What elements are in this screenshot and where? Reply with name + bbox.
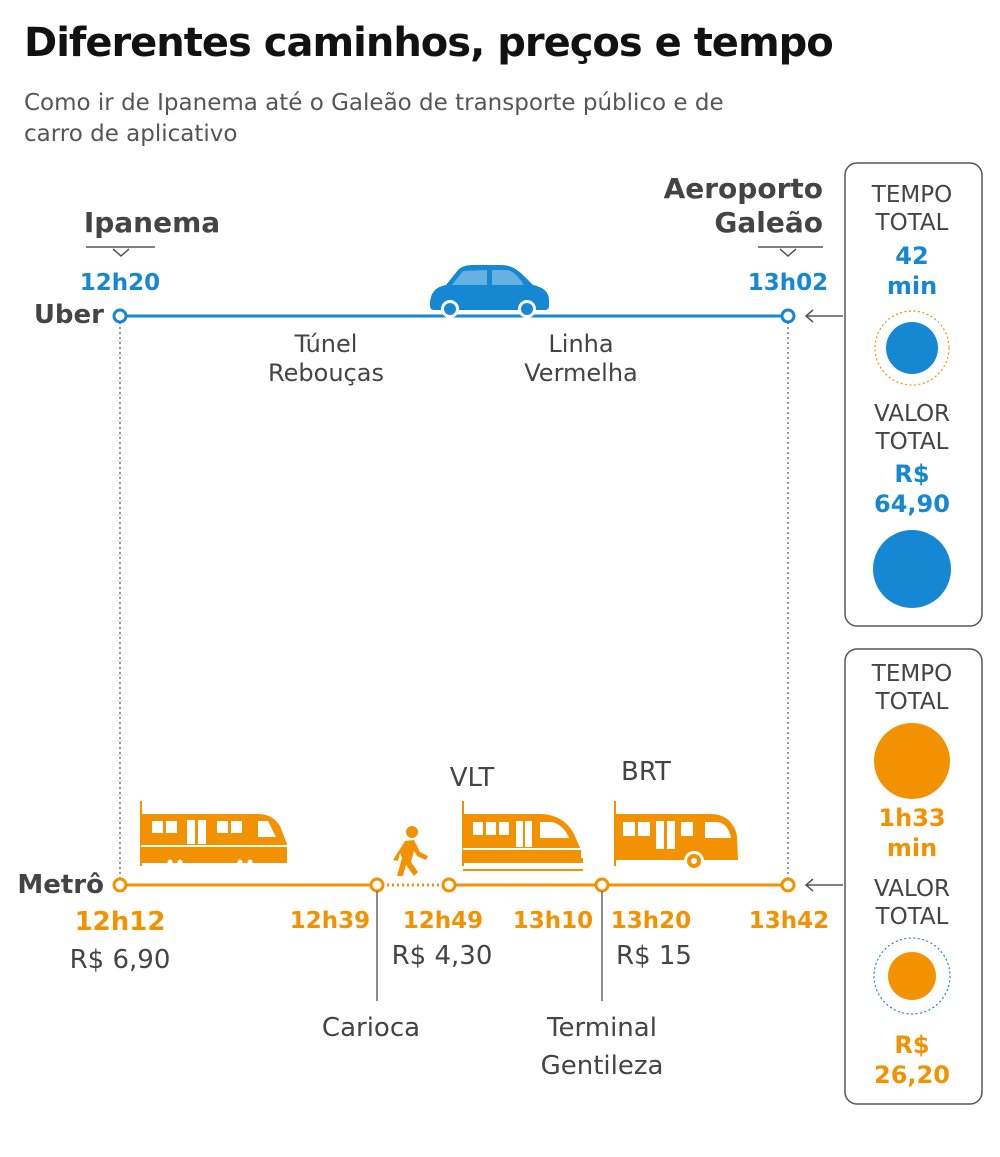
- metro-time-value-line1: 1h33: [878, 804, 945, 832]
- metro-value-circle: [888, 952, 936, 1000]
- destination-pointer: [779, 248, 797, 257]
- uber-label: Uber: [34, 300, 104, 330]
- road2-label-line2: Vermelha: [524, 359, 638, 387]
- metro-node-terminal: [594, 877, 610, 893]
- metro-node-galeao: [780, 877, 796, 893]
- uber-time-reference-circle: [874, 310, 950, 386]
- uber-value-circle: [873, 530, 951, 608]
- uber-value-title-line1: VALOR: [874, 401, 950, 427]
- metro-node-ipanema: [112, 877, 128, 893]
- vlt-price: R$ 4,30: [392, 941, 493, 971]
- metro-time-title-line1: TEMPO: [871, 661, 952, 687]
- uber-value-value-line2: 64,90: [874, 490, 950, 518]
- vlt-node-start: [441, 877, 457, 893]
- metro-value-value-line1: R$: [894, 1031, 929, 1059]
- stop-terminal-label-line1: Terminal: [546, 1013, 657, 1043]
- metro-summary-box: TEMPO TOTAL 1h33 min VALOR TOTAL R$ 26,2…: [844, 648, 983, 1105]
- uber-end-time: 13h02: [748, 270, 828, 296]
- metro-value-reference-circle: [873, 937, 951, 1015]
- uber-time-title-line1: TEMPO: [871, 182, 952, 208]
- vlt-label: VLT: [450, 763, 495, 793]
- road2-label-line1: Linha: [548, 330, 613, 358]
- car-icon: [430, 265, 549, 318]
- brt-bus-icon: [614, 801, 738, 871]
- brt-price: R$ 15: [616, 941, 692, 971]
- uber-summary-box: TEMPO TOTAL 42 min VALOR TOTAL R$ 64,90: [844, 162, 983, 627]
- metro-time-circle: [874, 723, 950, 799]
- brt-label: BRT: [621, 757, 671, 787]
- stop-terminal-label-line2: Gentileza: [541, 1051, 664, 1081]
- uber-value-title-line2: TOTAL: [875, 429, 949, 455]
- metro-node-carioca: [369, 877, 385, 893]
- uber-start-node: [112, 308, 128, 324]
- uber-summary-arrow: [804, 309, 843, 323]
- metro-value-title-line2: TOTAL: [875, 904, 949, 930]
- destination-label-line1: Aeroporto: [664, 172, 823, 205]
- origin-label: Ipanema: [84, 206, 220, 239]
- uber-end-node: [780, 308, 796, 324]
- vlt-tram-icon: [462, 801, 583, 871]
- metro-time-1: 12h39: [290, 908, 370, 934]
- stop-carioca-label: Carioca: [322, 1013, 420, 1043]
- metro-time-4: 13h20: [611, 908, 691, 934]
- metro-time-title-line2: TOTAL: [875, 689, 949, 715]
- metro-value-title-line1: VALOR: [874, 876, 950, 902]
- road1-label-line1: Túnel: [294, 330, 358, 358]
- metro-time-value-line2: min: [887, 834, 937, 862]
- uber-value-value-line1: R$: [894, 460, 929, 488]
- metro-price: R$ 6,90: [70, 945, 171, 975]
- metro-time-5: 13h42: [749, 908, 829, 934]
- metro-time-0: 12h12: [75, 907, 166, 937]
- road1-label-line2: Rebouças: [268, 359, 384, 387]
- metro-label: Metrô: [17, 870, 104, 900]
- metro-value-value-line2: 26,20: [874, 1061, 950, 1089]
- uber-time-value-line2: min: [887, 272, 937, 300]
- uber-time-title-line2: TOTAL: [875, 210, 949, 236]
- uber-start-time: 12h20: [80, 270, 160, 296]
- uber-time-circle: [886, 322, 938, 374]
- metro-time-2: 12h49: [403, 908, 483, 934]
- page-subtitle: Como ir de Ipanema até o Galeão de trans…: [24, 90, 724, 147]
- uber-time-value-line1: 42: [895, 242, 928, 270]
- metro-train-icon: [140, 801, 287, 866]
- metro-time-3: 13h10: [513, 908, 593, 934]
- origin-pointer: [112, 248, 130, 257]
- destination-label-line2: Galeão: [714, 206, 823, 239]
- metro-summary-arrow: [804, 878, 843, 892]
- walking-person-icon: [393, 826, 428, 876]
- page-title: Diferentes caminhos, preços e tempo: [24, 20, 834, 66]
